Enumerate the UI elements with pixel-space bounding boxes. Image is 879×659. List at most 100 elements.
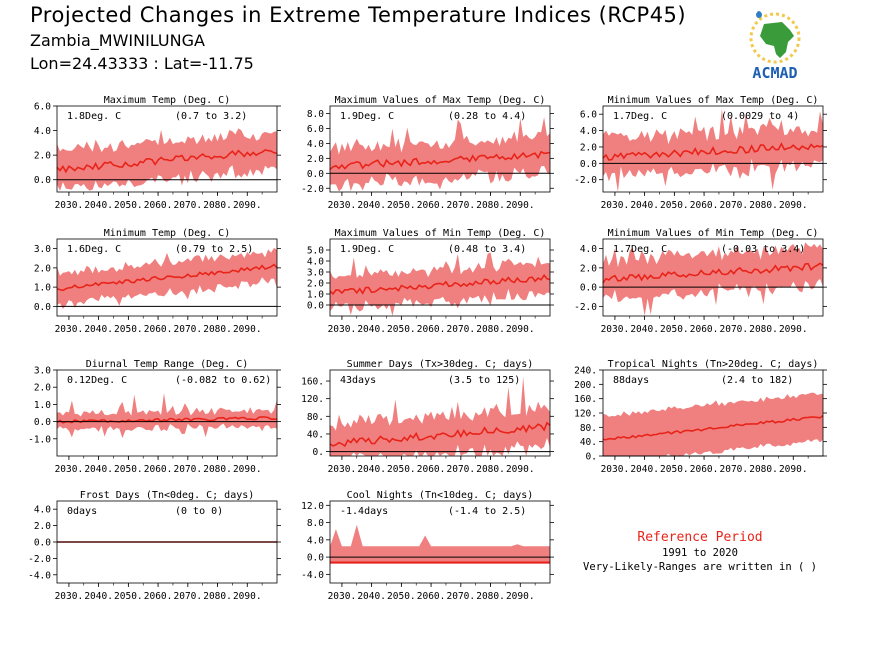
mean-line <box>602 262 824 284</box>
plot-frame <box>56 238 278 317</box>
x-tick-label: 2050. <box>114 200 143 211</box>
y-tick-label: 3.0 <box>34 244 51 255</box>
change-value-label: 1.6Deg. C <box>67 244 121 255</box>
x-tick-label: 2040. <box>630 464 659 475</box>
change-value-label: 0.12Deg. C <box>67 375 127 386</box>
y-tick-label: 0. <box>586 452 597 463</box>
x-tick-label: 2030. <box>55 591 84 602</box>
uncertainty-band <box>57 247 277 309</box>
uncertainty-band <box>330 117 550 192</box>
x-tick-label: 2070. <box>447 591 476 602</box>
x-tick-label: 2060. <box>144 324 173 335</box>
x-tick-label: 2090. <box>233 464 262 475</box>
mean-line <box>56 416 278 424</box>
y-tick-label: 1.0 <box>34 400 51 411</box>
x-tick-label: 2070. <box>174 324 203 335</box>
x-tick-label: 2060. <box>417 464 446 475</box>
uncertainty-band <box>330 376 550 456</box>
y-tick-label: 0.0 <box>34 175 51 186</box>
y-tick-label: -2.0 <box>28 554 51 565</box>
reference-period-box: Reference Period 1991 to 2020 Very-Likel… <box>580 530 820 573</box>
x-tick-label: 2030. <box>328 324 357 335</box>
change-value-label: 1.7Deg. C <box>613 111 667 122</box>
uncertainty-band <box>57 393 277 439</box>
x-tick-label: 2040. <box>357 464 386 475</box>
x-tick-label: 2040. <box>84 324 113 335</box>
plot-frame <box>329 238 551 317</box>
uncertainty-band <box>603 242 823 316</box>
y-tick-label: 40. <box>307 429 324 440</box>
y-tick-label: 12.0 <box>301 501 324 512</box>
y-tick-label: 8.0 <box>307 109 324 120</box>
y-tick-label: 40. <box>580 437 597 448</box>
mean-line <box>329 150 551 171</box>
mean-line <box>602 414 824 441</box>
mean-line <box>56 149 278 174</box>
change-value-label: 43days <box>340 375 376 386</box>
chart-panel: 240.200.160.120.80.40.0.2030. 2040. 2050. 2… <box>574 359 827 475</box>
x-tick-label: 2050. <box>387 324 416 335</box>
very-likely-range-label: (0 to 0) <box>175 506 223 517</box>
station-name: Zambia_MWINILUNGA <box>30 31 205 50</box>
very-likely-range-label: (0.28 to 4.4) <box>448 111 526 122</box>
change-value-label: 88days <box>613 375 649 386</box>
x-tick-label: 2070. <box>447 464 476 475</box>
x-tick-label: 2080. <box>476 200 505 211</box>
change-value-label: -1.4days <box>340 506 388 517</box>
x-tick-label: 2080. <box>203 324 232 335</box>
y-tick-label: 120. <box>574 409 597 420</box>
x-tick-label: 2080. <box>749 324 778 335</box>
y-tick-label: 4.0 <box>307 139 324 150</box>
x-tick-label: 2060. <box>417 200 446 211</box>
x-tick-label: 2090. <box>779 464 808 475</box>
x-tick-label: 2060. <box>144 464 173 475</box>
very-likely-range-label: (0.79 to 2.5) <box>175 244 253 255</box>
y-tick-label: -4.0 <box>28 570 51 581</box>
change-value-label: 0days <box>67 506 97 517</box>
y-tick-label: 0.0 <box>34 417 51 428</box>
x-tick-label: 2080. <box>476 464 505 475</box>
plot-frame <box>329 369 551 457</box>
y-tick-label: 3.0 <box>307 268 324 279</box>
uncertainty-band <box>330 524 550 564</box>
y-tick-label: 6.0 <box>307 124 324 135</box>
plot-frame <box>602 238 824 317</box>
reference-period-title: Reference Period <box>637 530 763 545</box>
x-tick-label: 2040. <box>630 324 659 335</box>
y-tick-label: 2.0 <box>580 263 597 274</box>
chart-title: Cool Nights (Tn<10deg. C; days) <box>347 490 534 501</box>
chart-panel: 6.0 4.0 2.0 0.0 2030. 2040. 2050. 2060. 2070. 208… <box>34 95 281 211</box>
x-tick-label: 2090. <box>233 200 262 211</box>
chart-title: Tropical Nights (Tn>20deg. C; days) <box>608 359 819 370</box>
uncertainty-band <box>603 392 823 456</box>
x-tick-label: 2070. <box>720 324 749 335</box>
x-tick-label: 2050. <box>660 324 689 335</box>
very-likely-range-label: (0.48 to 3.4) <box>448 244 526 255</box>
x-tick-label: 2070. <box>720 464 749 475</box>
y-tick-label: -1.0 <box>28 434 51 445</box>
station-coordinates: Lon=24.43333 : Lat=-11.75 <box>30 54 254 73</box>
y-tick-label: 3.0 <box>34 366 51 377</box>
y-tick-label: 2.0 <box>34 521 51 532</box>
y-tick-label: 4.0 <box>580 244 597 255</box>
x-tick-label: 2050. <box>387 464 416 475</box>
y-tick-label: 2.0 <box>307 154 324 165</box>
x-tick-label: 2050. <box>114 324 143 335</box>
reference-period-note: Very-Likely-Ranges are written in ( ) <box>583 561 817 573</box>
y-tick-label: 0.0 <box>307 169 324 180</box>
x-tick-label: 2090. <box>506 591 535 602</box>
x-tick-label: 2080. <box>749 464 778 475</box>
y-tick-label: 4.0 <box>307 535 324 546</box>
x-tick-label: 2080. <box>203 464 232 475</box>
x-tick-label: 2080. <box>203 200 232 211</box>
y-tick-label: 2.0 <box>34 263 51 274</box>
y-tick-label: 4.0 <box>34 505 51 516</box>
x-tick-label: 2060. <box>144 200 173 211</box>
very-likely-range-label: (-0.082 to 0.62) <box>175 375 271 386</box>
change-value-label: 1.9Deg. C <box>340 111 394 122</box>
x-tick-label: 2090. <box>233 324 262 335</box>
x-tick-label: 2070. <box>447 200 476 211</box>
x-tick-label: 2060. <box>690 200 719 211</box>
